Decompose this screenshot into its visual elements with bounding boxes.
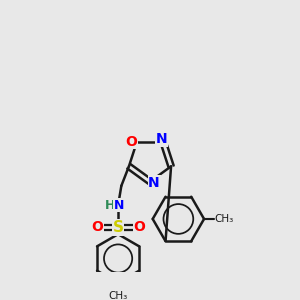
Text: CH₃: CH₃ (215, 214, 234, 224)
Text: S: S (112, 220, 124, 235)
Text: N: N (113, 199, 124, 212)
Text: H: H (105, 199, 115, 212)
Text: O: O (133, 220, 145, 234)
Text: O: O (125, 135, 137, 148)
Text: O: O (91, 220, 103, 234)
Text: N: N (156, 132, 167, 146)
Text: N: N (148, 176, 160, 190)
Text: CH₃: CH₃ (109, 292, 128, 300)
